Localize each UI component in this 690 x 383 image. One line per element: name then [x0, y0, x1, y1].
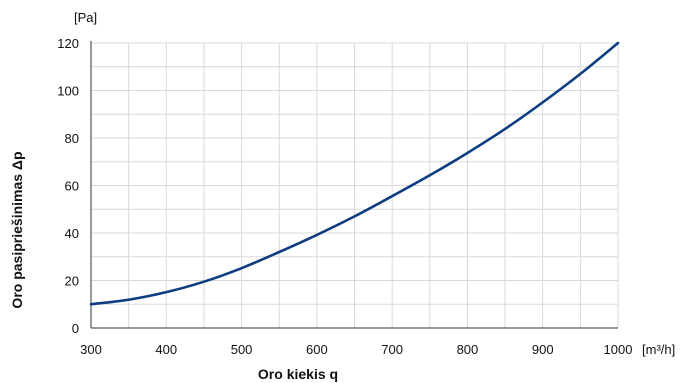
x-tick-label: 500 [231, 342, 253, 357]
y-tick-label: 80 [65, 131, 79, 146]
y-tick-label: 120 [57, 36, 79, 51]
x-unit-label: [m³/h] [642, 342, 675, 357]
x-tick-label: 400 [155, 342, 177, 357]
y-tick-label: 40 [65, 226, 79, 241]
grid [91, 42, 619, 328]
y-unit-label: [Pa] [74, 10, 97, 25]
axes [90, 41, 618, 329]
x-tick-label: 600 [306, 342, 328, 357]
y-tick-label: 100 [57, 84, 79, 99]
y-tick-label: 0 [72, 321, 79, 336]
y-tick-labels: 0 20 40 60 80 100 120 [57, 36, 79, 336]
x-tick-label: 1000 [604, 342, 633, 357]
x-axis-title: Oro kiekis q [258, 366, 338, 382]
y-tick-label: 20 [65, 274, 79, 289]
x-tick-label: 700 [381, 342, 403, 357]
y-tick-label: 60 [65, 179, 79, 194]
x-tick-label: 300 [80, 342, 102, 357]
x-tick-label: 900 [532, 342, 554, 357]
y-axis-title: Oro pasipriešinimas Δp [9, 151, 25, 308]
x-tick-label: 800 [457, 342, 479, 357]
series-line [89, 41, 620, 306]
x-tick-labels: 300 400 500 600 700 800 900 1000 [80, 342, 632, 357]
